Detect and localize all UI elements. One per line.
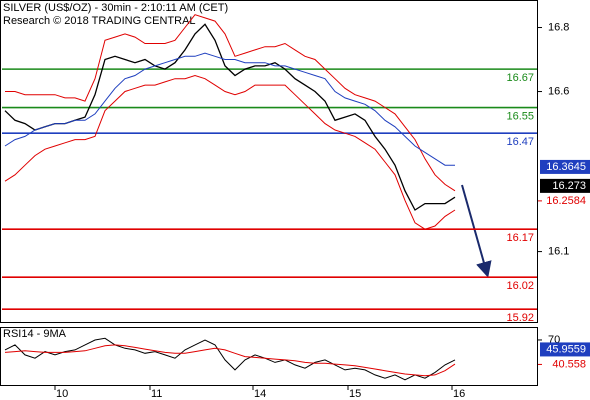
series-line bbox=[4, 337, 456, 381]
x-tick-label: 10 bbox=[56, 388, 68, 400]
price-marker-label: 16.3645 bbox=[546, 161, 586, 173]
price-marker-label: 16.273 bbox=[552, 180, 586, 192]
price-marker-box bbox=[540, 178, 590, 193]
price-marker-box bbox=[540, 159, 590, 174]
chart-title: SILVER (US$/OZ) - 30min - 2:10:11 AM (CE… bbox=[3, 2, 228, 14]
price-frame bbox=[0, 0, 538, 323]
series-line bbox=[4, 23, 456, 211]
price-marker-label: 45.9559 bbox=[546, 343, 586, 355]
level-label: 16.55 bbox=[506, 110, 534, 122]
level-label: 16.47 bbox=[506, 136, 534, 148]
x-tick-label: 14 bbox=[254, 388, 266, 400]
y-tick-label: 16.1 bbox=[548, 245, 569, 257]
series-line bbox=[4, 344, 456, 377]
price-marker-box bbox=[540, 342, 590, 357]
series-line bbox=[4, 74, 456, 230]
price-marker-label: 40.558 bbox=[552, 358, 586, 370]
rsi-frame bbox=[0, 327, 538, 386]
rsi-title: RSI14 - 9MA bbox=[3, 328, 67, 340]
level-label: 15.92 bbox=[506, 312, 534, 324]
y-tick-label: 16.6 bbox=[548, 85, 569, 97]
chart-subtitle: Research © 2018 TRADING CENTRAL bbox=[3, 15, 196, 27]
level-label: 16.02 bbox=[506, 280, 534, 292]
series-line bbox=[5, 14, 456, 192]
level-label: 16.17 bbox=[506, 232, 534, 244]
x-tick-label: 16 bbox=[453, 388, 465, 400]
level-label: 16.67 bbox=[506, 72, 534, 84]
price-marker-label: 16.2584 bbox=[546, 195, 586, 207]
series-line bbox=[4, 52, 455, 166]
x-tick-label: 15 bbox=[349, 388, 361, 400]
y-tick-label: 16.8 bbox=[548, 21, 569, 33]
forecast-arrow bbox=[461, 184, 492, 278]
x-tick-label: 11 bbox=[151, 388, 162, 400]
